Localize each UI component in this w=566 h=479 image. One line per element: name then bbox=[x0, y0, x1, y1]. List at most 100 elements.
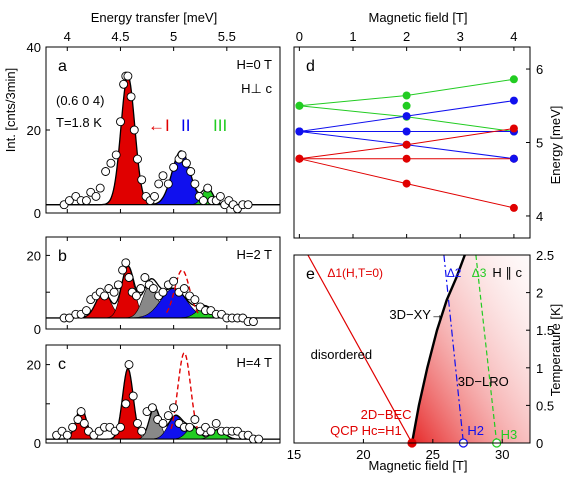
data-point bbox=[121, 258, 131, 268]
data-point bbox=[131, 291, 141, 301]
h3-label: H3 bbox=[501, 427, 518, 442]
x-tick-label: 25 bbox=[426, 447, 440, 462]
temp-label: T=1.8 K bbox=[56, 115, 102, 130]
x-tick-label: 30 bbox=[495, 447, 509, 462]
data-point bbox=[158, 287, 168, 297]
y-tick-label: 0.5 bbox=[536, 398, 554, 413]
series-point bbox=[402, 140, 411, 149]
y-tick-label: 2 bbox=[536, 286, 543, 301]
frame bbox=[293, 254, 531, 444]
x-tick-label: 0 bbox=[296, 29, 303, 44]
delta2-line bbox=[443, 254, 464, 444]
data-point bbox=[185, 422, 195, 432]
y-tick-label: 1.5 bbox=[536, 323, 554, 338]
data-point bbox=[91, 191, 101, 201]
data-point bbox=[62, 430, 72, 440]
data-point bbox=[124, 273, 134, 282]
y-tick-label: 0 bbox=[34, 206, 41, 221]
data-point bbox=[190, 295, 200, 305]
series-point bbox=[295, 127, 304, 136]
right-mid-y-label: Energy [meV] bbox=[548, 106, 563, 185]
data-point bbox=[190, 179, 200, 189]
panel-letter: e bbox=[306, 266, 315, 283]
data-point bbox=[101, 167, 111, 176]
data-point bbox=[137, 175, 147, 185]
data-point bbox=[169, 162, 179, 172]
left-y-axis-label: Int. [cnts/3min] bbox=[3, 68, 18, 153]
data-point bbox=[111, 150, 121, 160]
data-point bbox=[73, 415, 83, 424]
data-point bbox=[177, 150, 187, 160]
data-point bbox=[179, 284, 189, 293]
delta1-label: Δ1(H,T=0) bbox=[327, 266, 383, 280]
panel-letter: c bbox=[58, 356, 66, 373]
data-point bbox=[215, 191, 225, 201]
series-point bbox=[402, 112, 411, 121]
delta1-line bbox=[307, 254, 413, 444]
data-point bbox=[118, 265, 128, 275]
data-point bbox=[124, 360, 134, 370]
x-tick-label: 15 bbox=[287, 447, 301, 462]
y-tick-label: 20 bbox=[27, 248, 41, 263]
data-point bbox=[133, 418, 142, 428]
phase-boundary bbox=[410, 254, 466, 444]
data-point bbox=[148, 284, 158, 293]
data-point bbox=[206, 426, 216, 436]
frame bbox=[45, 236, 281, 330]
panel-b: 0 20 b H=2 T bbox=[27, 236, 281, 337]
bec-label-2: QCP Hc=H1 bbox=[330, 423, 402, 438]
y-tick-label: 0 bbox=[34, 322, 41, 337]
data-point bbox=[126, 92, 136, 102]
data-point bbox=[68, 422, 78, 432]
series-point bbox=[509, 75, 518, 84]
y-tick-label: 0 bbox=[34, 436, 41, 451]
field-label: H=0 T bbox=[236, 57, 272, 72]
data-point bbox=[113, 280, 123, 290]
left-top-axis-label: Energy transfer [meV] bbox=[91, 10, 217, 25]
delta2-label: Δ2 bbox=[447, 266, 462, 280]
panel-e: 15 20 25 30 0 0.5 1 1.5 2 2.5 e H ∥ c Δ1(H,T=0) Δ2 Δ3 3… bbox=[287, 248, 554, 462]
data-point bbox=[169, 403, 179, 413]
frame bbox=[45, 344, 281, 444]
data-point bbox=[243, 200, 253, 210]
series-point bbox=[402, 179, 411, 188]
data-point bbox=[137, 426, 147, 436]
data-point bbox=[186, 167, 196, 176]
data-point bbox=[106, 158, 116, 168]
data-point bbox=[64, 196, 74, 206]
data-point bbox=[119, 79, 129, 89]
panel-c: 0 20 c H=4 T bbox=[27, 344, 281, 451]
panel-letter: d bbox=[306, 58, 315, 75]
data-point bbox=[121, 399, 131, 409]
data-point bbox=[181, 158, 191, 168]
y-tick-label: 2.5 bbox=[536, 248, 554, 263]
data-point bbox=[116, 117, 125, 127]
lro-label: 3D−LRO bbox=[458, 374, 509, 389]
y-tick-label: 1 bbox=[536, 361, 543, 376]
field-label: H=2 T bbox=[236, 247, 272, 262]
series-point bbox=[402, 154, 411, 163]
data-point bbox=[254, 434, 264, 444]
data-point bbox=[158, 171, 168, 181]
series-point bbox=[295, 101, 304, 110]
x-tick-label: 4.5 bbox=[111, 29, 129, 44]
data-point bbox=[95, 183, 105, 193]
right-top-axis-label: Magnetic field [T] bbox=[369, 10, 468, 25]
data-point bbox=[158, 418, 168, 428]
x-tick-label: 1 bbox=[349, 29, 356, 44]
panel-d: 0 1 2 3 4 4 5 6 d bbox=[293, 29, 543, 239]
mode-label-2: II bbox=[181, 116, 190, 135]
right-bottom-x-label: Magnetic field [T] bbox=[369, 458, 468, 473]
y-tick-label: 0 bbox=[536, 436, 543, 451]
y-tick-label: 20 bbox=[27, 123, 41, 138]
disordered-label: disordered bbox=[311, 347, 372, 362]
extra-point bbox=[509, 154, 518, 163]
q-label: (0.6 0 4) bbox=[56, 93, 104, 108]
data-point bbox=[133, 154, 142, 164]
data-point bbox=[100, 291, 109, 301]
y-tick-label: 40 bbox=[27, 40, 41, 55]
data-point bbox=[81, 306, 91, 316]
y-tick-label: 4 bbox=[536, 209, 543, 224]
data-point bbox=[123, 71, 133, 81]
